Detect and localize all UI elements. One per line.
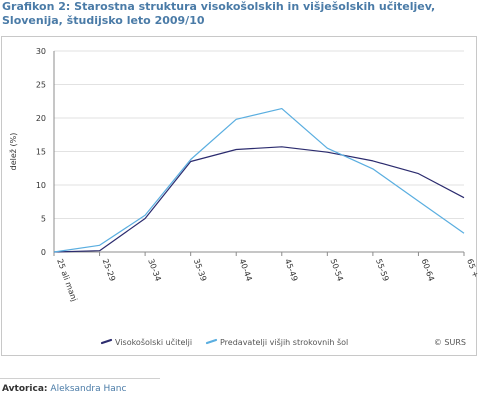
chart-title: Grafikon 2: Starostna struktura visokošo… — [2, 0, 436, 27]
footer: Avtorica: Aleksandra Hanc — [2, 384, 126, 394]
author-name: Aleksandra Hanc — [50, 384, 127, 394]
x-tick-label: 35-39 — [192, 258, 208, 283]
footer-divider — [0, 378, 160, 379]
legend-swatch — [205, 338, 218, 345]
legend: Visokošolski učitelji Predavatelji višjih… — [100, 337, 348, 347]
series-line-1 — [53, 146, 465, 253]
y-tick-label: 0 — [41, 248, 46, 257]
grid-lines — [54, 50, 464, 253]
source-mark: © SURS — [434, 338, 466, 347]
y-tick-label: 30 — [36, 47, 46, 56]
author-label: Avtorica: — [2, 384, 48, 394]
y-tick-label: 10 — [36, 181, 46, 190]
series-lines — [53, 107, 465, 253]
x-tick-label: 50-54 — [328, 258, 344, 283]
x-tick-label: 45-49 — [283, 258, 299, 283]
x-tick-label: 55-59 — [374, 258, 390, 283]
x-tick-label: 60-64 — [420, 258, 436, 283]
x-tick-label: 25-29 — [101, 258, 117, 283]
chart-frame: 0 5 10 15 20 25 30 25 ali manj 25-29 30-34 35-39 4… — [1, 36, 478, 356]
legend-label: Predavatelji višjih strokovnih šol — [220, 337, 348, 347]
x-tick-labels: 25 ali manj 25-29 30-34 35-39 40-44 45-49 50-5… — [55, 258, 478, 303]
series-line-2 — [53, 107, 465, 253]
x-tick-label: 25 ali manj — [55, 258, 79, 303]
legend-swatch — [100, 338, 113, 345]
x-tick-label: 30-34 — [146, 258, 162, 283]
y-tick-label: 15 — [36, 148, 46, 157]
x-tick-label: 40-44 — [237, 258, 253, 283]
y-tick-labels: 0 5 10 15 20 25 30 — [36, 47, 46, 257]
axes — [53, 51, 465, 256]
y-tick-label: 25 — [36, 81, 46, 90]
y-tick-label: 5 — [41, 215, 46, 224]
x-tick-label: 65 + — [465, 258, 478, 279]
line-chart: 0 5 10 15 20 25 30 25 ali manj 25-29 30-34 35-39 4… — [9, 47, 478, 347]
legend-label: Visokošolski učitelji — [115, 337, 192, 347]
y-axis-label: delež (%) — [9, 133, 18, 171]
y-tick-label: 20 — [36, 114, 46, 123]
